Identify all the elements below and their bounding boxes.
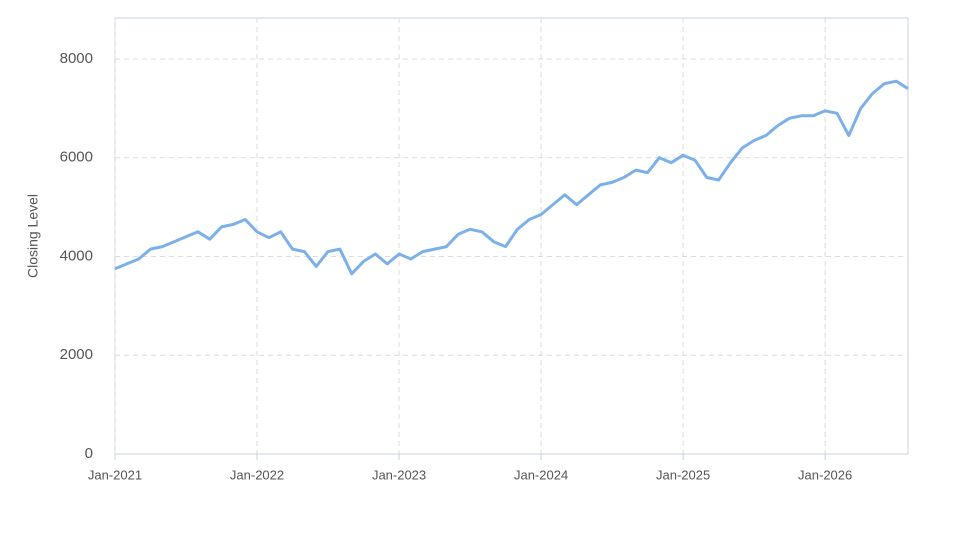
y-tick-label: 2000: [60, 346, 93, 363]
line-series: [114, 79, 909, 276]
x-tick-label: Jan-2021: [88, 467, 142, 482]
x-tick-label: Jan-2022: [230, 467, 284, 482]
y-tick-label: 6000: [60, 149, 93, 166]
x-tick-label: Jan-2025: [656, 467, 710, 482]
y-tick-label: 4000: [60, 247, 93, 264]
x-tick-label: Jan-2026: [798, 467, 852, 482]
y-axis-title: Closing Level: [25, 194, 41, 278]
y-tick-label: 8000: [60, 50, 93, 67]
x-tick-label: Jan-2024: [514, 467, 568, 482]
y-tick-label: 0: [85, 445, 93, 462]
x-tick-label: Jan-2023: [372, 467, 426, 482]
